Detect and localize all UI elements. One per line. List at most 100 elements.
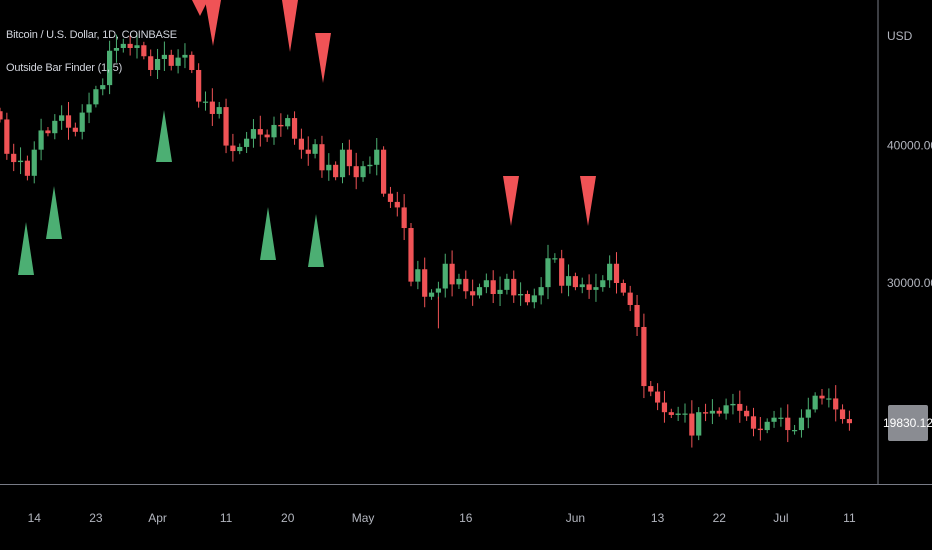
candle-body <box>230 145 236 152</box>
candle-body <box>702 412 709 414</box>
candle-body <box>38 130 44 150</box>
candle-body <box>442 263 448 289</box>
candle-body <box>168 54 174 66</box>
candle-body <box>559 258 565 286</box>
candle-body <box>72 127 78 132</box>
buy-arrow-marker <box>156 110 172 162</box>
candle-body <box>655 391 661 403</box>
time-tick-label: May <box>352 511 375 525</box>
buy-arrow-marker <box>308 214 324 267</box>
buy-arrow-marker <box>18 222 34 275</box>
candle-body <box>723 405 729 414</box>
time-tick-label: 23 <box>89 511 103 525</box>
time-tick-label: Jun <box>566 511 585 525</box>
candle-body <box>387 193 394 202</box>
candle-body <box>620 283 626 293</box>
outside-bar-markers <box>18 0 596 275</box>
candle-body <box>524 293 531 303</box>
candle-body <box>696 412 702 436</box>
candle-body <box>209 101 215 114</box>
candle-body <box>100 85 106 90</box>
candle-body <box>730 403 736 406</box>
candle-body <box>278 124 284 127</box>
currency-label: USD <box>887 29 913 43</box>
candle-body <box>716 410 722 414</box>
time-tick-label: 11 <box>220 511 233 525</box>
candle-body <box>250 129 257 139</box>
candle-body <box>127 43 133 48</box>
candle-body <box>737 403 743 411</box>
candle-body <box>175 57 181 66</box>
indicator-legend: Outside Bar Finder (1, 5) <box>6 62 123 74</box>
candle-body <box>538 287 544 296</box>
time-tick-label: 20 <box>281 511 295 525</box>
candle-body <box>93 89 99 105</box>
candle-body <box>709 410 715 414</box>
candle-body <box>518 293 524 296</box>
candle-body <box>367 164 373 167</box>
candle-body <box>497 289 503 294</box>
candle-body <box>511 278 517 296</box>
time-tick-label: 11 <box>843 511 856 525</box>
candle-body <box>0 111 3 120</box>
candle-body <box>86 104 92 113</box>
candle-body <box>565 276 572 286</box>
time-tick-label: Jul <box>773 511 788 525</box>
candle-body <box>31 149 37 176</box>
candle-body <box>381 149 387 194</box>
time-axis-ticks: 14 23 Apr 11 20 May 16 Jun 13 22 Jul 11 <box>28 511 856 525</box>
candle-body <box>141 45 147 57</box>
price-tick-label: 40000.00 <box>887 139 932 153</box>
candle-body <box>312 144 318 154</box>
candle-body <box>24 160 30 176</box>
candle-body <box>17 160 24 163</box>
candle-body <box>490 280 496 294</box>
candle-body <box>771 417 777 422</box>
candle-body <box>449 263 455 285</box>
candle-body <box>353 166 359 178</box>
candle-body <box>408 228 414 282</box>
candle-body <box>456 278 462 285</box>
candle-body <box>216 107 222 114</box>
candle-body <box>476 287 483 296</box>
candle-body <box>757 428 763 431</box>
candle-body <box>805 409 811 418</box>
candle-body <box>305 149 311 154</box>
candle-body <box>572 276 578 288</box>
candle-body <box>545 258 551 288</box>
candle-body <box>271 124 277 138</box>
buy-arrow-marker <box>260 207 276 260</box>
candle-body <box>792 430 798 432</box>
candle-body <box>428 292 435 297</box>
candle-body <box>600 280 606 288</box>
candle-body <box>148 56 154 70</box>
candle-body <box>257 129 263 135</box>
candles-layer <box>0 33 852 448</box>
candle-body <box>264 134 270 138</box>
time-tick-label: 14 <box>28 511 42 525</box>
candle-body <box>586 284 592 290</box>
candle-body <box>483 280 489 288</box>
candle-body <box>244 138 250 147</box>
candle-body <box>422 269 428 297</box>
candle-body <box>52 120 58 134</box>
candle-body <box>285 118 291 127</box>
candle-body <box>154 58 161 70</box>
candle-body <box>552 258 558 260</box>
candle-body <box>826 398 832 400</box>
candle-body <box>634 304 640 327</box>
time-tick-label: Apr <box>148 511 167 525</box>
sell-arrow-marker <box>503 176 519 226</box>
last-price-tag: 19830.12 <box>883 405 932 441</box>
chart-symbol-legend: Bitcoin / U.S. Dollar, 1D, COINBASE <box>6 29 177 41</box>
candle-body <box>11 153 17 163</box>
candle-body <box>4 119 10 154</box>
candle-body <box>839 409 846 420</box>
sell-arrow-marker <box>315 33 331 83</box>
candle-body <box>107 50 113 86</box>
candle-body <box>627 292 633 305</box>
candle-body <box>668 412 674 415</box>
candle-body <box>435 288 441 293</box>
time-tick-label: 22 <box>713 511 727 525</box>
